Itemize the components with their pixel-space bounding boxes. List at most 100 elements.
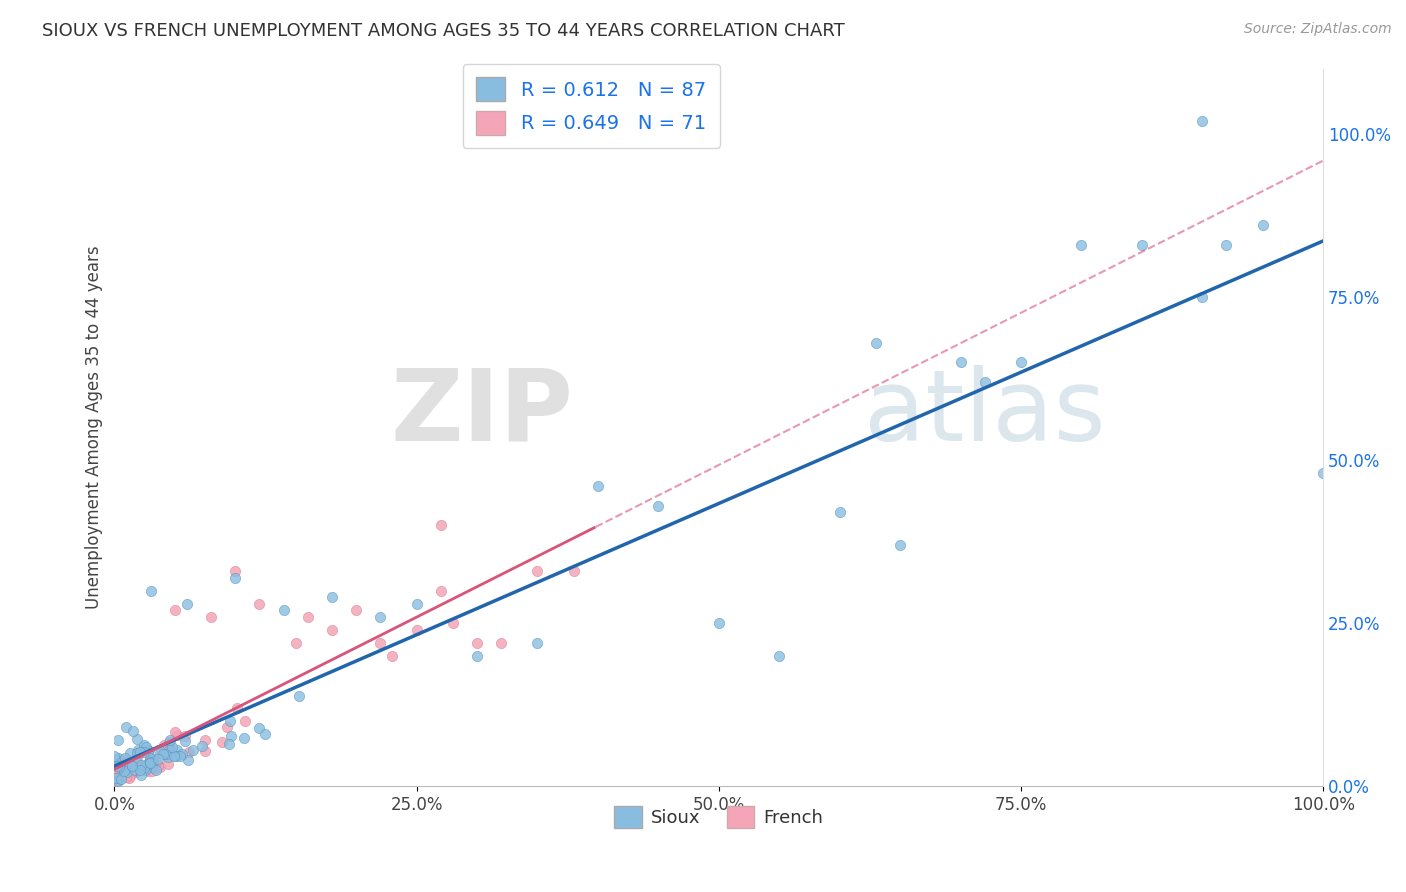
Point [1070, 237, 1092, 252]
Point [344, 603, 367, 617]
Text: ZIP: ZIP [391, 365, 574, 462]
Point [108, 760, 131, 774]
Point [105, 769, 128, 783]
Point [127, 756, 149, 771]
Point [107, 751, 129, 765]
Point [225, 701, 247, 715]
Point [134, 761, 156, 775]
Point [156, 749, 179, 764]
Point [112, 761, 135, 775]
Point [152, 747, 174, 761]
Point [103, 749, 125, 764]
Point [141, 760, 163, 774]
Point [218, 737, 240, 751]
Point [166, 743, 188, 757]
Point [125, 731, 148, 746]
Point [108, 771, 131, 785]
Point [129, 767, 152, 781]
Point [145, 756, 167, 770]
Point [321, 591, 343, 605]
Point [118, 747, 141, 761]
Point [526, 636, 548, 650]
Point [107, 774, 129, 789]
Point [132, 738, 155, 752]
Point [1191, 113, 1213, 128]
Point [768, 648, 790, 663]
Point [321, 623, 343, 637]
Point [1215, 237, 1237, 252]
Point [1312, 466, 1334, 480]
Point [120, 762, 142, 776]
Point [429, 518, 451, 533]
Point [139, 752, 162, 766]
Point [139, 751, 162, 765]
Point [176, 752, 198, 766]
Point [145, 761, 167, 775]
Point [176, 597, 198, 611]
Point [370, 636, 392, 650]
Point [105, 762, 128, 776]
Point [118, 769, 141, 783]
Point [117, 771, 139, 785]
Point [865, 335, 887, 350]
Point [136, 744, 159, 758]
Point [104, 774, 127, 789]
Point [211, 735, 233, 749]
Point [121, 759, 143, 773]
Point [149, 743, 172, 757]
Point [297, 609, 319, 624]
Point [163, 603, 186, 617]
Point [129, 758, 152, 772]
Point [142, 754, 165, 768]
Point [224, 571, 246, 585]
Text: SIOUX VS FRENCH UNEMPLOYMENT AMONG AGES 35 TO 44 YEARS CORRELATION CHART: SIOUX VS FRENCH UNEMPLOYMENT AMONG AGES … [42, 22, 845, 40]
Point [647, 499, 669, 513]
Point [114, 756, 136, 770]
Point [1191, 290, 1213, 304]
Point [120, 761, 142, 775]
Point [526, 564, 548, 578]
Point [114, 758, 136, 772]
Point [166, 727, 188, 741]
Point [707, 616, 730, 631]
Point [465, 648, 488, 663]
Point [170, 747, 193, 762]
Y-axis label: Unemployment Among Ages 35 to 44 years: Unemployment Among Ages 35 to 44 years [86, 245, 103, 609]
Point [169, 749, 191, 764]
Point [129, 764, 152, 778]
Point [136, 743, 159, 757]
Point [160, 739, 183, 754]
Point [284, 636, 307, 650]
Point [429, 583, 451, 598]
Point [219, 714, 242, 728]
Point [194, 744, 217, 758]
Point [465, 636, 488, 650]
Point [889, 538, 911, 552]
Point [134, 763, 156, 777]
Point [828, 505, 851, 519]
Point [136, 744, 159, 758]
Point [155, 747, 177, 762]
Point [104, 764, 127, 779]
Point [125, 764, 148, 779]
Point [105, 767, 128, 781]
Point [179, 745, 201, 759]
Text: Source: ZipAtlas.com: Source: ZipAtlas.com [1244, 22, 1392, 37]
Point [157, 735, 180, 749]
Point [174, 733, 197, 747]
Point [1130, 237, 1153, 252]
Point [973, 375, 995, 389]
Point [405, 597, 427, 611]
Point [273, 603, 295, 617]
Point [127, 743, 149, 757]
Point [145, 763, 167, 777]
Point [381, 648, 404, 663]
Point [405, 623, 427, 637]
Point [117, 768, 139, 782]
Point [253, 727, 276, 741]
Point [200, 609, 222, 624]
Point [159, 733, 181, 747]
Point [146, 759, 169, 773]
Point [115, 765, 138, 780]
Point [112, 764, 135, 778]
